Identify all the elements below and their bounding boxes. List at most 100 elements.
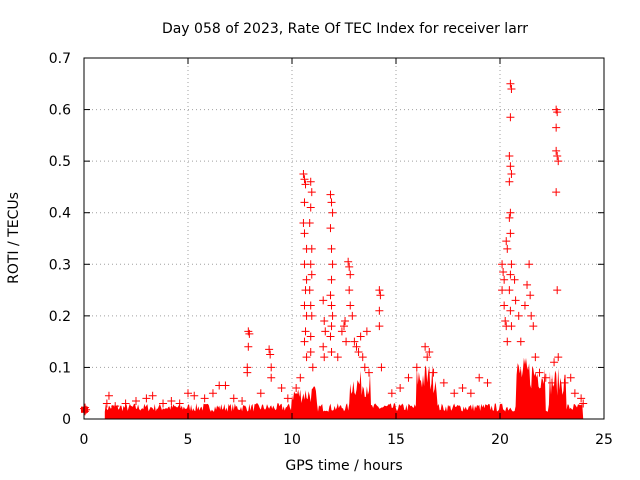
data-point: [326, 332, 335, 341]
data-point: [307, 270, 316, 279]
data-point: [506, 113, 515, 122]
data-point: [577, 394, 586, 403]
data-point: [344, 257, 353, 266]
data-point: [554, 353, 563, 362]
data-point: [82, 405, 91, 414]
data-point: [190, 391, 199, 400]
data-point: [300, 229, 309, 238]
data-point: [552, 146, 561, 155]
data-point: [333, 353, 342, 362]
data-point: [506, 79, 515, 88]
data-point: [245, 329, 254, 338]
chart-title: Day 058 of 2023, Rate Of TEC Index for r…: [162, 21, 528, 37]
data-point: [306, 177, 315, 186]
data-point: [527, 311, 536, 320]
data-point: [341, 317, 350, 326]
data-point: [326, 224, 335, 233]
data-point: [301, 180, 310, 189]
data-point: [200, 394, 209, 403]
data-point: [466, 389, 475, 398]
data-point: [104, 391, 113, 400]
data-point: [458, 384, 467, 393]
data-point: [307, 311, 316, 320]
data-point: [552, 188, 561, 197]
data-point: [306, 347, 315, 356]
data-point: [345, 286, 354, 295]
data-point: [502, 237, 511, 246]
data-point: [552, 123, 561, 132]
data-point: [319, 342, 328, 351]
data-point: [554, 157, 563, 166]
data-point: [102, 399, 111, 408]
data-point: [292, 384, 301, 393]
data-point: [560, 378, 569, 387]
data-point: [340, 322, 348, 331]
data-point: [320, 317, 329, 326]
data-point: [503, 244, 512, 253]
data-point: [81, 403, 90, 412]
data-point: [306, 301, 315, 310]
y-tick-label: 0.3: [49, 257, 71, 273]
data-point: [308, 363, 317, 372]
data-point: [346, 270, 355, 279]
data-point: [327, 198, 336, 207]
data-point: [142, 394, 151, 403]
data-point: [510, 275, 519, 284]
plot-frame: [83, 57, 605, 420]
x-axis-ticks: 0 5 10 15 20 25: [80, 58, 613, 448]
y-tick-label: 0.4: [49, 206, 71, 222]
data-point: [267, 363, 276, 372]
data-point: [362, 327, 371, 336]
data-point: [499, 268, 508, 277]
data-point: [377, 363, 386, 372]
data-point: [421, 342, 430, 351]
data-point: [350, 337, 359, 346]
data-point: [503, 337, 512, 346]
data-point: [570, 389, 579, 398]
data-point: [505, 177, 514, 186]
data-point: [506, 270, 515, 279]
y-tick-label: 0.7: [49, 51, 71, 67]
data-point: [342, 337, 351, 346]
data-point: [358, 353, 367, 362]
data-point: [520, 301, 529, 310]
grid: [84, 58, 604, 419]
data-point: [498, 286, 507, 295]
x-tick-label: 0: [80, 432, 89, 448]
data-point: [328, 208, 337, 217]
y-tick-label: 0.2: [49, 309, 71, 325]
data-point: [523, 280, 532, 289]
data-point: [505, 213, 514, 222]
data-point: [328, 311, 337, 320]
x-tick-label: 15: [387, 432, 405, 448]
data-point: [506, 162, 515, 171]
data-point: [360, 363, 369, 372]
data-point: [423, 353, 432, 362]
data-point: [299, 170, 308, 179]
data-point: [529, 322, 538, 331]
y-tick-label: 0.5: [49, 154, 71, 170]
x-tick-label: 5: [184, 432, 193, 448]
data-point: [305, 219, 314, 228]
data-point: [266, 350, 275, 359]
data-point: [208, 389, 217, 398]
data-point: [541, 373, 550, 382]
x-tick-label: 25: [595, 432, 613, 448]
x-axis-label: GPS time / hours: [285, 458, 402, 474]
y-tick-label: 0.1: [49, 360, 71, 376]
data-point: [283, 394, 292, 403]
data-point: [506, 229, 515, 238]
data-point: [375, 286, 384, 295]
data-point: [516, 337, 525, 346]
data-point: [300, 198, 309, 207]
data-point: [566, 373, 575, 382]
data-point: [319, 296, 328, 305]
data-point: [475, 373, 484, 382]
data-point: [412, 363, 421, 372]
data-point: [535, 368, 544, 377]
data-point: [167, 396, 176, 405]
data-point: [507, 322, 516, 331]
y-axis-label: ROTI / TECUs: [6, 192, 22, 284]
data-point: [306, 260, 315, 269]
